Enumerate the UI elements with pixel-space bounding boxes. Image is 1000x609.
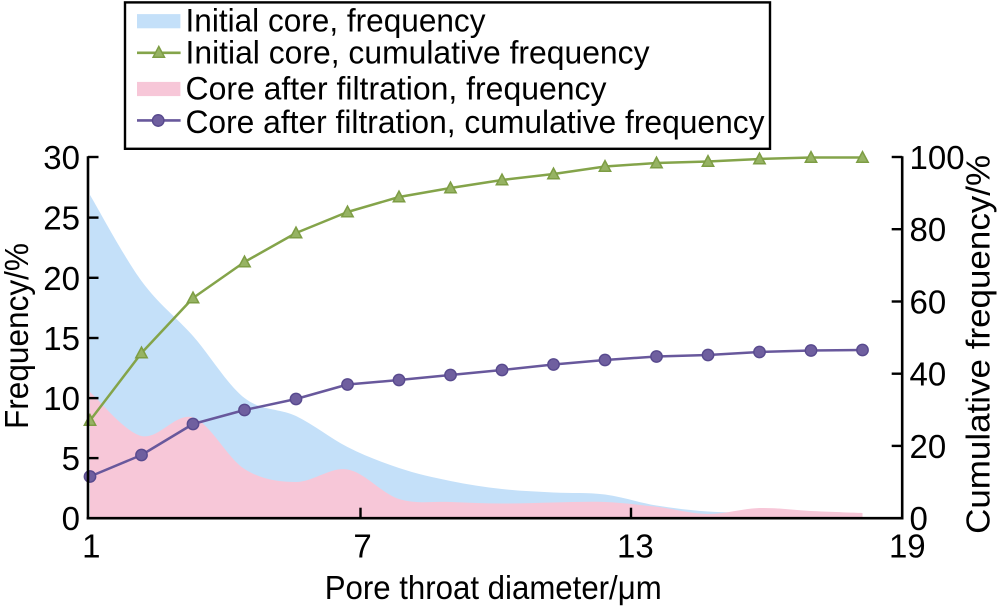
svg-text:Initial core, frequency: Initial core, frequency	[186, 3, 486, 39]
svg-text:Core after filtration, frequen: Core after filtration, frequency	[186, 71, 607, 107]
svg-text:20: 20	[910, 428, 947, 465]
svg-text:0: 0	[62, 500, 80, 537]
svg-text:80: 80	[910, 211, 947, 248]
svg-text:40: 40	[910, 356, 947, 393]
svg-text:Frequency/%: Frequency/%	[0, 243, 35, 429]
svg-text:Cumulative frequency/%: Cumulative frequency/%	[960, 155, 997, 534]
svg-text:5: 5	[62, 440, 80, 477]
svg-text:Initial core, cumulative frequ: Initial core, cumulative frequency	[186, 35, 650, 71]
svg-text:25: 25	[43, 200, 80, 237]
svg-text:Core after filtration, cumulat: Core after filtration, cumulative freque…	[186, 104, 765, 140]
svg-text:19: 19	[889, 528, 926, 565]
svg-text:13: 13	[617, 528, 654, 565]
svg-text:100: 100	[910, 139, 965, 176]
svg-text:10: 10	[43, 380, 80, 417]
svg-text:20: 20	[43, 260, 80, 297]
svg-text:0: 0	[910, 500, 928, 537]
svg-text:7: 7	[353, 528, 371, 565]
svg-text:30: 30	[43, 139, 80, 176]
svg-text:Pore throat diameter/μm: Pore throat diameter/μm	[325, 569, 662, 606]
svg-text:1: 1	[82, 528, 100, 565]
svg-text:15: 15	[43, 320, 80, 357]
svg-text:60: 60	[910, 284, 947, 321]
